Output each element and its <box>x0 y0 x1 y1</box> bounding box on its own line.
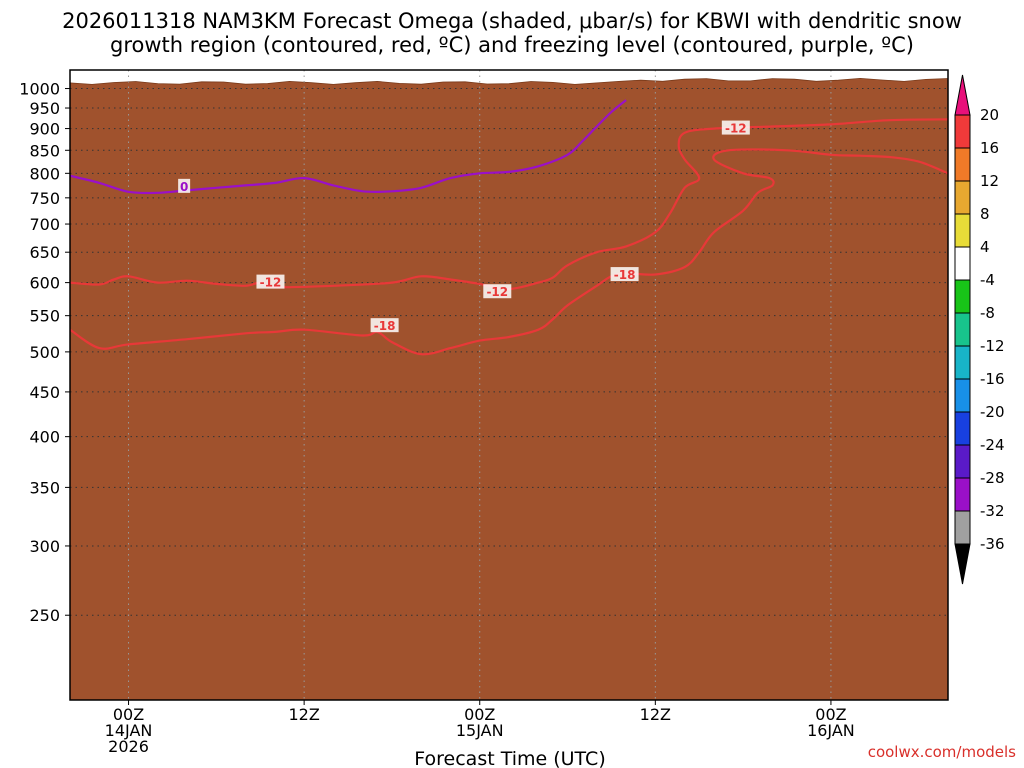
colorbar-label-9: -20 <box>980 403 1005 421</box>
colorbar-swatch-1 <box>954 114 971 149</box>
y-tick-label-5: 500 <box>29 343 60 362</box>
y-tick-label-8: 650 <box>29 243 60 262</box>
isotherm-label-1: -12 <box>260 276 282 290</box>
isotherm-label-bg-1 <box>256 274 285 289</box>
colorbar-label-4: 4 <box>980 238 990 256</box>
x-tick-label-1-0: 12Z <box>288 705 319 724</box>
colorbar-swatch-3 <box>954 180 971 215</box>
x-tick-label-4-0: 00Z <box>815 705 846 724</box>
colorbar-swatch-10 <box>954 411 971 446</box>
isotherm-label-bg-3 <box>610 267 639 282</box>
colorbar-top-triangle <box>954 74 971 116</box>
isotherm-label-bg-0 <box>370 318 399 333</box>
colorbar-swatch-13 <box>954 510 971 545</box>
y-tick-label-3: 400 <box>29 428 60 447</box>
colorbar-label-11: -28 <box>980 469 1005 487</box>
colorbar-label-13: -36 <box>980 535 1005 553</box>
chart-title-line2: growth region (contoured, red, ºC) and f… <box>110 33 914 57</box>
y-tick-label-13: 900 <box>29 120 60 139</box>
y-tick-label-6: 550 <box>29 307 60 326</box>
colorbar-label-8: -16 <box>980 370 1005 388</box>
y-axis: 250 300 350 400 450 500 550 600 650 700 750 800 850 9… <box>19 80 70 625</box>
x-tick-label-0-0: 00Z <box>113 705 144 724</box>
colorbar-label-5: -4 <box>980 271 995 289</box>
colorbar-label-7: -12 <box>980 337 1005 355</box>
isotherm-label-bg-5 <box>178 178 191 193</box>
y-tick-label-9: 700 <box>29 215 60 234</box>
colorbar-swatch-5 <box>954 246 971 281</box>
colorbar-label-12: -32 <box>980 502 1005 520</box>
colorbar-swatch-12 <box>954 477 971 512</box>
isotherm-label-0: -18 <box>374 319 396 333</box>
colorbar-label-3: 8 <box>980 205 990 223</box>
chart-title-line1: 2026011318 NAM3KM Forecast Omega (shaded… <box>62 9 962 33</box>
isotherm--12C <box>70 118 948 291</box>
colorbar-swatch-6 <box>954 279 971 314</box>
credit-link[interactable]: coolwx.com/models <box>868 743 1016 761</box>
colorbar-label-2: 12 <box>980 172 999 190</box>
colorbar-label-10: -24 <box>980 436 1005 454</box>
y-tick-label-15: 1000 <box>19 80 60 99</box>
plot-frame <box>69 69 949 701</box>
isotherm-label-5: 0 <box>180 180 188 194</box>
y-tick-label-14: 950 <box>29 99 60 118</box>
y-tick-label-10: 750 <box>29 189 60 208</box>
isotherm-label-bg-2 <box>483 284 512 299</box>
x-tick-label-3-0: 12Z <box>640 705 671 724</box>
colorbar-label-6: -8 <box>980 304 995 322</box>
colorbar-legend: 20 16 12 8 4 -4 -8 -12 -16 -20 -24 -28 -32 -36 <box>954 74 1005 585</box>
y-tick-label-1: 300 <box>29 537 60 556</box>
y-tick-label-4: 450 <box>29 383 60 402</box>
colorbar-swatch-4 <box>954 213 971 248</box>
x-tick-label-4-1: 16JAN <box>807 721 855 740</box>
isotherm-label-3: -18 <box>614 268 636 282</box>
isotherm-label-4: -12 <box>725 122 747 136</box>
grid-layer <box>70 70 948 700</box>
x-tick-label-0-2: 2026 <box>108 737 149 756</box>
y-tick-label-7: 600 <box>29 274 60 293</box>
x-tick-label-2-0: 00Z <box>464 705 495 724</box>
colorbar-label-1: 16 <box>980 139 999 157</box>
isotherm-0C <box>70 99 627 195</box>
x-axis-label: Forecast Time (UTC) <box>414 748 605 768</box>
y-tick-label-12: 850 <box>29 141 60 160</box>
y-tick-label-0: 250 <box>29 606 60 625</box>
colorbar-bottom-triangle <box>954 543 971 585</box>
colorbar-swatch-7 <box>954 312 971 347</box>
isotherm-label-2: -12 <box>486 285 508 299</box>
isotherm-label-bg-4 <box>721 120 750 135</box>
terrain-layer <box>70 77 948 700</box>
colorbar-swatch-11 <box>954 444 971 479</box>
terrain-surface <box>70 77 948 700</box>
x-tick-label-0-1: 14JAN <box>105 721 153 740</box>
y-tick-label-11: 800 <box>29 164 60 183</box>
isotherm-label-layer: -18 -12 -12 -18 -12 0 <box>178 120 750 333</box>
colorbar-swatch-8 <box>954 345 971 380</box>
y-tick-label-2: 350 <box>29 478 60 497</box>
x-tick-label-2-1: 15JAN <box>456 721 504 740</box>
colorbar-label-0: 20 <box>980 106 999 124</box>
colorbar-swatch-2 <box>954 147 971 182</box>
colorbar-swatch-9 <box>954 378 971 413</box>
